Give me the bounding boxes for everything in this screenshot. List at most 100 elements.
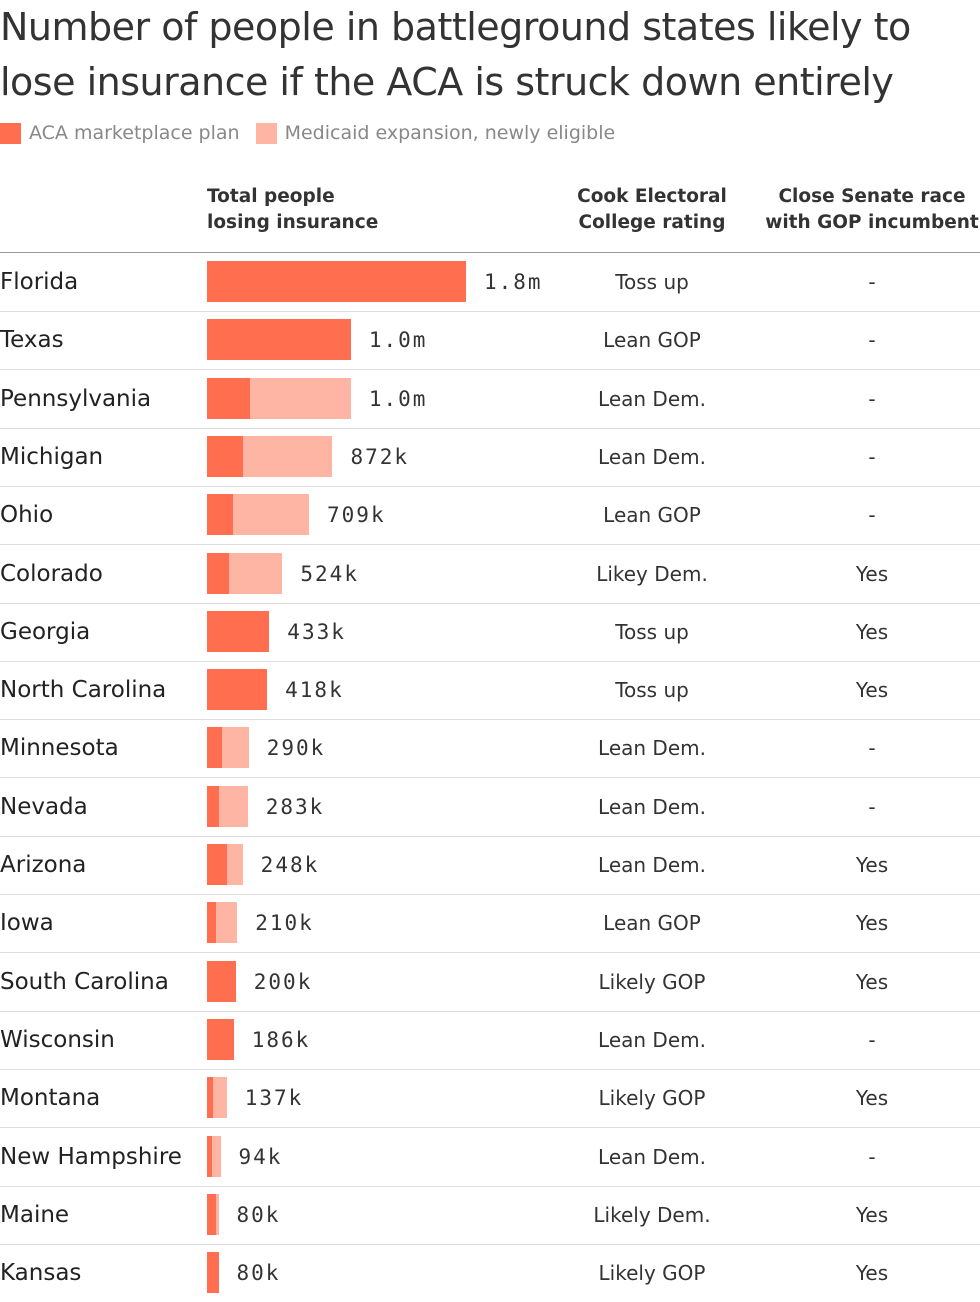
cook-rating: Toss up bbox=[615, 619, 689, 644]
value-label: 137k bbox=[244, 1086, 304, 1111]
state-label: New Hampshire bbox=[0, 1143, 182, 1170]
table-row: Wisconsin 186k Lean Dem. - bbox=[0, 1011, 980, 1070]
table-row: Ohio 709k Lean GOP - bbox=[0, 486, 980, 546]
column-header-total: Total people losing insurance bbox=[207, 184, 378, 236]
table-row: Montana 137k Likely GOP Yes bbox=[0, 1069, 980, 1129]
bar-segment-aca bbox=[207, 435, 243, 477]
senate-race: Yes bbox=[855, 561, 889, 586]
value-label: 1.8m bbox=[484, 270, 543, 294]
cook-rating: Lean Dem. bbox=[598, 1144, 706, 1169]
bar bbox=[207, 727, 249, 769]
cook-rating: Lean Dem. bbox=[598, 736, 706, 761]
bar bbox=[207, 494, 309, 536]
senate-race: - bbox=[868, 386, 876, 411]
table-row: North Carolina 418k Toss up Yes bbox=[0, 661, 980, 721]
senate-race: Yes bbox=[855, 969, 889, 994]
table-row: Pennsylvania 1.0m Lean Dem. - bbox=[0, 370, 980, 429]
value-label: 200k bbox=[253, 969, 313, 994]
column-header-senate-line1: Close Senate race bbox=[778, 186, 966, 207]
table-row: Texas 1.0m Lean GOP - bbox=[0, 311, 980, 371]
state-label: South Carolina bbox=[0, 968, 169, 995]
value-label: 283k bbox=[265, 794, 325, 819]
cook-rating: Lean Dem. bbox=[598, 853, 706, 877]
bar-segment-medicaid bbox=[213, 1077, 227, 1119]
cook-rating: Likely GOP bbox=[598, 969, 706, 994]
bar-segment-medicaid bbox=[242, 435, 333, 477]
value-label: 418k bbox=[285, 678, 344, 703]
cook-rating: Toss up bbox=[615, 270, 689, 294]
legend-item-medicaid: Medicaid expansion, newly eligible bbox=[255, 122, 616, 144]
state-label: North Carolina bbox=[0, 677, 167, 704]
bar bbox=[207, 261, 466, 302]
senate-race: Yes bbox=[855, 619, 889, 644]
bar-segment-medicaid bbox=[250, 377, 351, 419]
bar bbox=[207, 377, 351, 419]
cook-rating: Lean GOP bbox=[603, 911, 701, 936]
bar-segment-medicaid bbox=[232, 494, 309, 536]
senate-race: Yes bbox=[855, 853, 889, 877]
table-row: Florida 1.8m Toss up - bbox=[0, 253, 980, 312]
bar-segment-aca bbox=[207, 785, 219, 827]
senate-race: Yes bbox=[855, 1086, 889, 1111]
legend: ACA marketplace plan Medicaid expansion,… bbox=[0, 118, 631, 148]
column-header-total-line1: Total people bbox=[207, 186, 335, 207]
bar-segment-medicaid bbox=[212, 1135, 221, 1177]
value-label: 1.0m bbox=[368, 386, 428, 411]
value-label: 872k bbox=[350, 444, 410, 469]
state-label: Texas bbox=[0, 327, 64, 354]
legend-swatch-aca bbox=[0, 122, 21, 144]
senate-race: Yes bbox=[855, 1261, 889, 1286]
bar-segment-aca bbox=[207, 1018, 234, 1060]
bar-segment-medicaid bbox=[222, 727, 249, 769]
table-row: Minnesota 290k Lean Dem. - bbox=[0, 719, 980, 779]
cook-rating: Lean GOP bbox=[603, 503, 701, 528]
senate-race: Yes bbox=[855, 911, 889, 936]
value-label: 524k bbox=[300, 561, 359, 586]
state-label: Colorado bbox=[0, 560, 103, 587]
bar bbox=[207, 960, 236, 1002]
state-label: Georgia bbox=[0, 618, 91, 645]
table-row: Maine 80k Likely Dem. Yes bbox=[0, 1186, 980, 1245]
bar-segment-medicaid bbox=[218, 785, 248, 827]
senate-race: - bbox=[868, 794, 876, 819]
bar-segment-aca bbox=[207, 552, 229, 594]
state-label: Florida bbox=[0, 269, 79, 295]
cook-rating: Likey Dem. bbox=[596, 561, 708, 586]
state-label: Montana bbox=[0, 1085, 101, 1112]
bar-segment-aca bbox=[207, 1077, 214, 1119]
value-label: 80k bbox=[236, 1202, 281, 1227]
senate-race: - bbox=[868, 503, 876, 528]
column-header-cook: Cook Electoral College rating bbox=[552, 184, 752, 236]
state-label: Kansas bbox=[0, 1260, 82, 1287]
value-label: 210k bbox=[255, 911, 314, 936]
cook-rating: Lean Dem. bbox=[598, 794, 706, 819]
bar-segment-aca bbox=[207, 669, 268, 711]
value-label: 80k bbox=[236, 1261, 281, 1286]
senate-race: - bbox=[868, 328, 876, 353]
value-label: 290k bbox=[266, 736, 326, 761]
column-header-senate: Close Senate race with GOP incumbent bbox=[764, 184, 980, 236]
value-label: 433k bbox=[287, 619, 346, 644]
bar bbox=[207, 1252, 219, 1294]
bar bbox=[207, 319, 351, 361]
bar-segment-aca bbox=[207, 727, 223, 769]
senate-race: - bbox=[868, 270, 876, 294]
table-row: Georgia 433k Toss up Yes bbox=[0, 603, 980, 662]
bar-segment-aca bbox=[207, 494, 233, 536]
state-label: Arizona bbox=[0, 852, 87, 878]
table-row: Arizona 248k Lean Dem. Yes bbox=[0, 836, 980, 895]
senate-race: Yes bbox=[855, 678, 889, 703]
table-row: Colorado 524k Likey Dem. Yes bbox=[0, 545, 980, 604]
bar bbox=[207, 785, 248, 827]
cook-rating: Lean GOP bbox=[603, 328, 701, 353]
senate-race: - bbox=[868, 1027, 876, 1052]
bar bbox=[207, 902, 238, 944]
bar-segment-medicaid bbox=[228, 552, 283, 594]
value-label: 709k bbox=[327, 503, 386, 528]
column-header-cook-line2: College rating bbox=[578, 212, 726, 233]
bar bbox=[207, 1018, 234, 1060]
legend-label-medicaid: Medicaid expansion, newly eligible bbox=[284, 122, 616, 144]
value-label: 94k bbox=[238, 1144, 283, 1169]
header-divider bbox=[0, 252, 980, 253]
bar bbox=[207, 610, 270, 652]
